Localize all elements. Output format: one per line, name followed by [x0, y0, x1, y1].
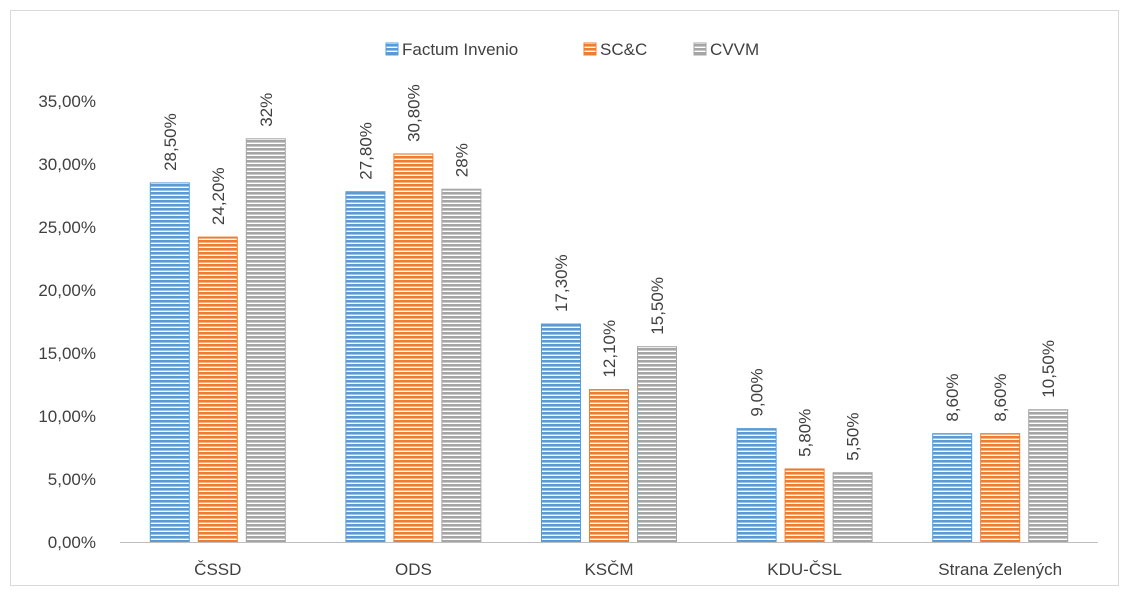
- y-tick-label: 30,00%: [38, 155, 96, 174]
- bar-cvvm-0: [245, 138, 286, 543]
- bar-sc-c-0: [197, 236, 238, 543]
- data-label: 32%: [257, 93, 276, 127]
- bar-cvvm-1: [441, 188, 482, 543]
- x-tick-label: KDU-ČSL: [767, 560, 842, 579]
- data-labels: 28,50% 24,20% 32% 27,80% 30,80% 28% 17,30% 12,1…: [161, 84, 1058, 460]
- data-label: 12,10%: [600, 320, 619, 378]
- data-label: 17,30%: [552, 254, 571, 312]
- data-label: 10,50%: [1039, 340, 1058, 398]
- data-label: 28,50%: [161, 113, 180, 171]
- y-axis: 0,00% 5,00% 10,00% 15,00% 20,00% 25,00% 30,00%…: [38, 92, 96, 552]
- bar-factum-invenio-3: [736, 428, 777, 543]
- data-label: 30,80%: [404, 84, 423, 142]
- x-axis: ČSSD ODS KSČM KDU-ČSL Strana Zelených: [120, 542, 1098, 579]
- x-tick-label: ODS: [395, 560, 432, 579]
- y-tick-label: 20,00%: [38, 281, 96, 300]
- x-tick-label: KSČM: [584, 560, 633, 579]
- data-label: 24,20%: [209, 167, 228, 225]
- legend-label: CVVM: [710, 40, 759, 59]
- data-label: 9,00%: [748, 368, 767, 416]
- data-label: 5,50%: [844, 412, 863, 460]
- legend-swatch: [385, 42, 399, 56]
- x-tick-label: ČSSD: [194, 560, 241, 579]
- y-tick-label: 10,00%: [38, 407, 96, 426]
- data-label: 27,80%: [356, 122, 375, 180]
- bar-factum-invenio-2: [541, 323, 581, 543]
- data-label: 8,60%: [991, 373, 1010, 421]
- data-label: 15,50%: [648, 277, 667, 335]
- bar-factum-invenio-1: [345, 191, 386, 543]
- bar-sc-c-4: [980, 433, 1021, 543]
- y-tick-label: 25,00%: [38, 218, 96, 237]
- bar-sc-c-2: [589, 389, 629, 543]
- bar-cvvm-3: [832, 472, 873, 543]
- bar-factum-invenio-4: [932, 433, 973, 543]
- legend: Factum Invenio SC&C CVVM: [385, 40, 759, 59]
- data-label: 5,80%: [796, 409, 815, 457]
- bar-sc-c-1: [393, 153, 434, 543]
- bar-sc-c-3: [784, 468, 825, 543]
- data-label: 28%: [452, 143, 471, 177]
- x-tick-label: Strana Zelených: [938, 560, 1062, 579]
- y-tick-label: 15,00%: [38, 344, 96, 363]
- y-tick-label: 35,00%: [38, 92, 96, 111]
- bar-cvvm-4: [1028, 409, 1069, 543]
- legend-label: Factum Invenio: [402, 40, 518, 59]
- chart-frame: [10, 10, 1119, 586]
- data-label: 8,60%: [943, 373, 962, 421]
- bar-cvvm-2: [637, 346, 677, 543]
- y-tick-label: 0,00%: [48, 533, 96, 552]
- legend-swatch: [583, 42, 597, 56]
- legend-swatch: [693, 42, 707, 56]
- legend-label: SC&C: [600, 40, 647, 59]
- y-tick-label: 5,00%: [48, 470, 96, 489]
- bar-factum-invenio-0: [149, 182, 190, 543]
